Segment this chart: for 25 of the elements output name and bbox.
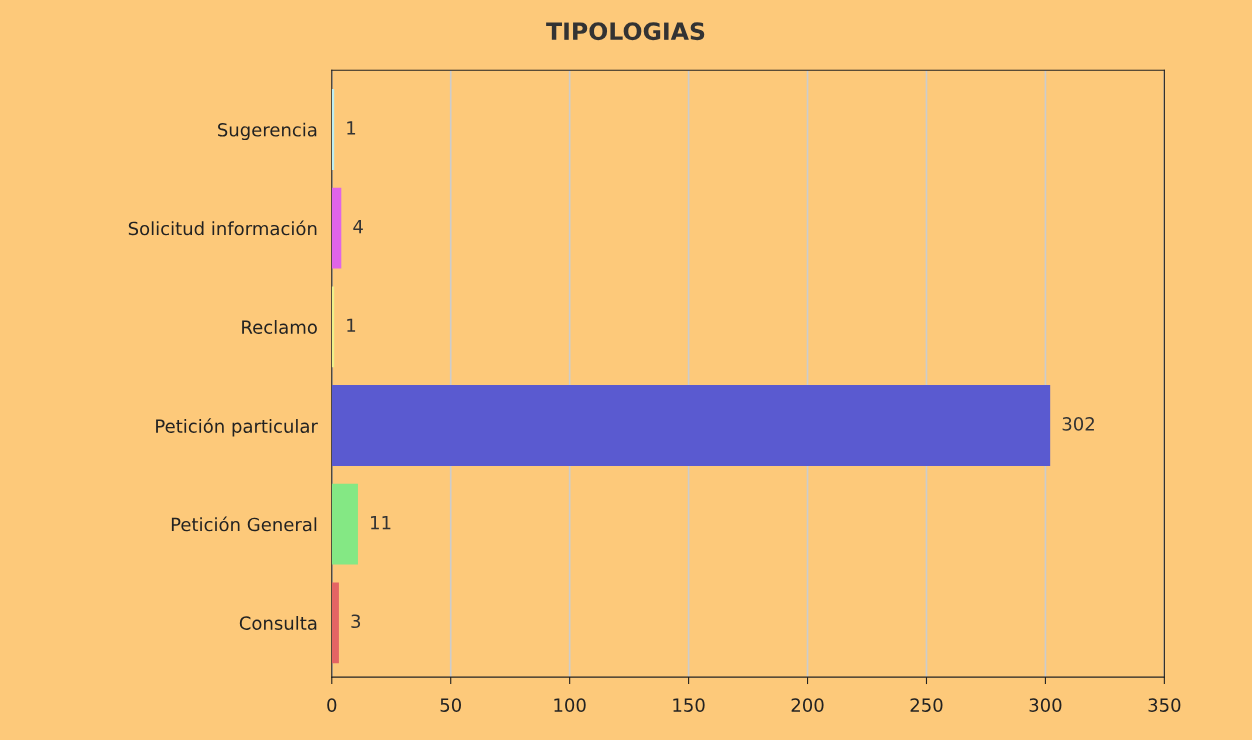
y-tick-label: Sugerencia xyxy=(218,122,317,141)
x-tick-label: 300 xyxy=(1029,698,1062,712)
x-tick-label: 200 xyxy=(791,698,824,712)
bar xyxy=(331,187,342,269)
x-tick-label: 0 xyxy=(327,698,337,712)
bar xyxy=(331,385,1051,466)
chart-title: TIPOLOGIAS xyxy=(546,22,705,41)
data-label: 3 xyxy=(351,614,361,629)
data-label: 302 xyxy=(1062,417,1094,431)
y-tick-label: Reclamo xyxy=(242,319,317,334)
y-tick-label: Petición General xyxy=(171,516,317,532)
x-tick-label: 50 xyxy=(440,698,462,712)
x-tick-label: 250 xyxy=(910,698,943,712)
y-tick-label: Solicitud información xyxy=(128,220,317,236)
x-tick-label: 350 xyxy=(1148,698,1181,712)
data-label: 11 xyxy=(371,515,391,530)
bar xyxy=(331,483,358,565)
x-tick-label: 150 xyxy=(673,698,705,712)
x-tick-label: 100 xyxy=(554,698,586,712)
y-tick-label: Petición particular xyxy=(156,418,318,437)
y-tick-label: Consulta xyxy=(239,615,317,630)
data-label: 4 xyxy=(353,219,363,234)
data-label: 1 xyxy=(347,318,356,332)
bar xyxy=(331,582,339,664)
data-label: 1 xyxy=(347,121,356,135)
